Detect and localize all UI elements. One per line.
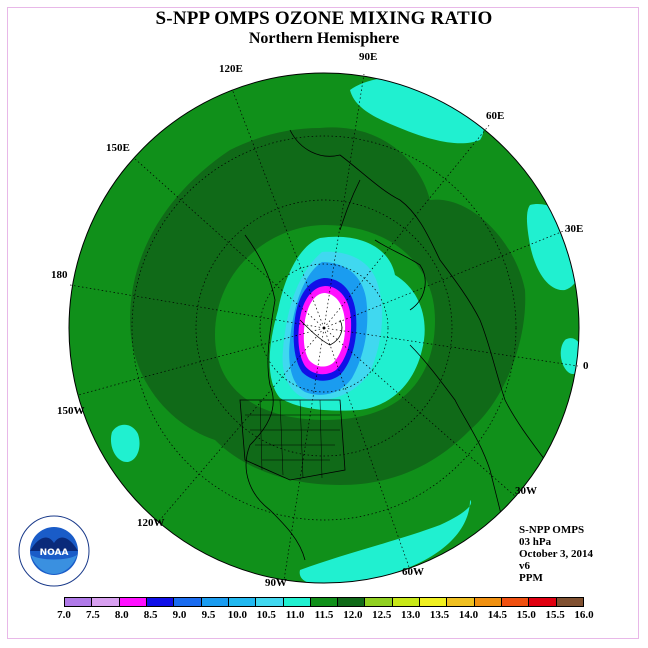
info-block: S-NPP OMPS 03 hPa October 3, 2014 v6 PPM xyxy=(519,524,593,584)
colorbar-tick-label: 14.5 xyxy=(487,609,507,621)
info-units: PPM xyxy=(519,572,543,584)
colorbar-segment xyxy=(146,598,175,606)
lon-label-0: 0 xyxy=(583,360,589,372)
colorbar-segment xyxy=(556,598,583,606)
cyan-patch-left xyxy=(110,424,140,463)
colorbar-segment xyxy=(283,598,311,606)
colorbar-segment xyxy=(502,598,530,606)
colorbar-tick-label: 8.0 xyxy=(114,609,129,621)
colorbar-tick-label: 11.5 xyxy=(314,609,334,621)
colorbar-tick-label: 15.5 xyxy=(545,609,565,621)
colorbar-tick-label: 9.0 xyxy=(172,609,187,621)
colorbar-tick-label: 11.0 xyxy=(285,609,305,621)
colorbar-segment xyxy=(65,598,93,606)
lon-label-90w: 90W xyxy=(265,577,287,589)
lon-label-60w: 60W xyxy=(402,566,424,578)
colorbar-tick-label: 14.0 xyxy=(458,609,479,621)
noaa-logo: NOAA xyxy=(18,515,90,587)
colorbar-segment xyxy=(228,598,257,606)
info-date: October 3, 2014 xyxy=(519,548,594,560)
colorbar-segment xyxy=(529,598,557,606)
lon-label-30w: 30W xyxy=(515,485,537,497)
colorbar-segment xyxy=(338,598,366,606)
ozone-field xyxy=(110,75,579,583)
graticule xyxy=(69,73,579,581)
lon-label-90e: 90E xyxy=(359,51,378,63)
colorbar-tick-label: 8.5 xyxy=(143,609,158,621)
info-pressure: 03 hPa xyxy=(519,536,552,548)
vortex-core xyxy=(303,293,346,367)
colorbar-segment xyxy=(474,598,502,606)
colorbar-segment xyxy=(92,598,120,606)
cyan-patch-bottom xyxy=(299,500,472,583)
info-version: v6 xyxy=(519,560,530,572)
colorbar-segment xyxy=(447,598,475,606)
lon-label-180: 180 xyxy=(51,269,68,281)
colorbar-segment xyxy=(256,598,284,606)
colorbar-tick-label: 13.0 xyxy=(401,609,421,621)
coastlines xyxy=(239,129,546,561)
lon-label-150w: 150W xyxy=(57,405,85,417)
map-subtitle: Northern Hemisphere xyxy=(248,30,400,47)
colorbar-ticks: 7.0 7.5 8.0 8.5 9.0 9.5 10.0 10.5 11.0 11.5 12.0 12… xyxy=(57,609,594,623)
colorbar-tick-label: 9.5 xyxy=(201,609,216,621)
colorbar-tick-label: 7.0 xyxy=(57,609,71,621)
lon-label-120w: 120W xyxy=(137,517,165,529)
info-instrument: S-NPP OMPS xyxy=(519,524,585,536)
colorbar-tick-label: 15.0 xyxy=(516,609,536,621)
colorbar-segment xyxy=(119,598,147,606)
colorbar-segment xyxy=(201,598,229,606)
map-title: S-NPP OMPS OZONE MIXING RATIO xyxy=(155,8,493,29)
lon-label-30e: 30E xyxy=(565,223,584,235)
colorbar-tick-label: 7.5 xyxy=(86,609,100,621)
colorbar-segment xyxy=(365,598,393,606)
globe-outline xyxy=(68,72,580,584)
colorbar-tick-label: 16.0 xyxy=(574,609,594,621)
colorbar-tick-label: 10.5 xyxy=(256,609,276,621)
dark-green-band xyxy=(130,127,526,486)
us-state-lines xyxy=(245,399,340,479)
lon-label-60e: 60E xyxy=(486,110,505,122)
colorbar-segment xyxy=(310,598,339,606)
lon-label-150e: 150E xyxy=(106,142,130,154)
noaa-logo-text: NOAA xyxy=(40,548,69,558)
colorbar-tick-label: 12.0 xyxy=(343,609,363,621)
colorbar-segment xyxy=(174,598,202,606)
lon-label-120e: 120E xyxy=(219,63,243,75)
colorbar-tick-label: 12.5 xyxy=(372,609,392,621)
colorbar xyxy=(64,597,584,607)
colorbar-tick-label: 13.5 xyxy=(429,609,450,621)
figure-frame xyxy=(7,7,639,639)
colorbar-tick-label: 10.0 xyxy=(227,609,247,621)
colorbar-segment xyxy=(392,598,421,606)
colorbar-segment xyxy=(420,598,448,606)
